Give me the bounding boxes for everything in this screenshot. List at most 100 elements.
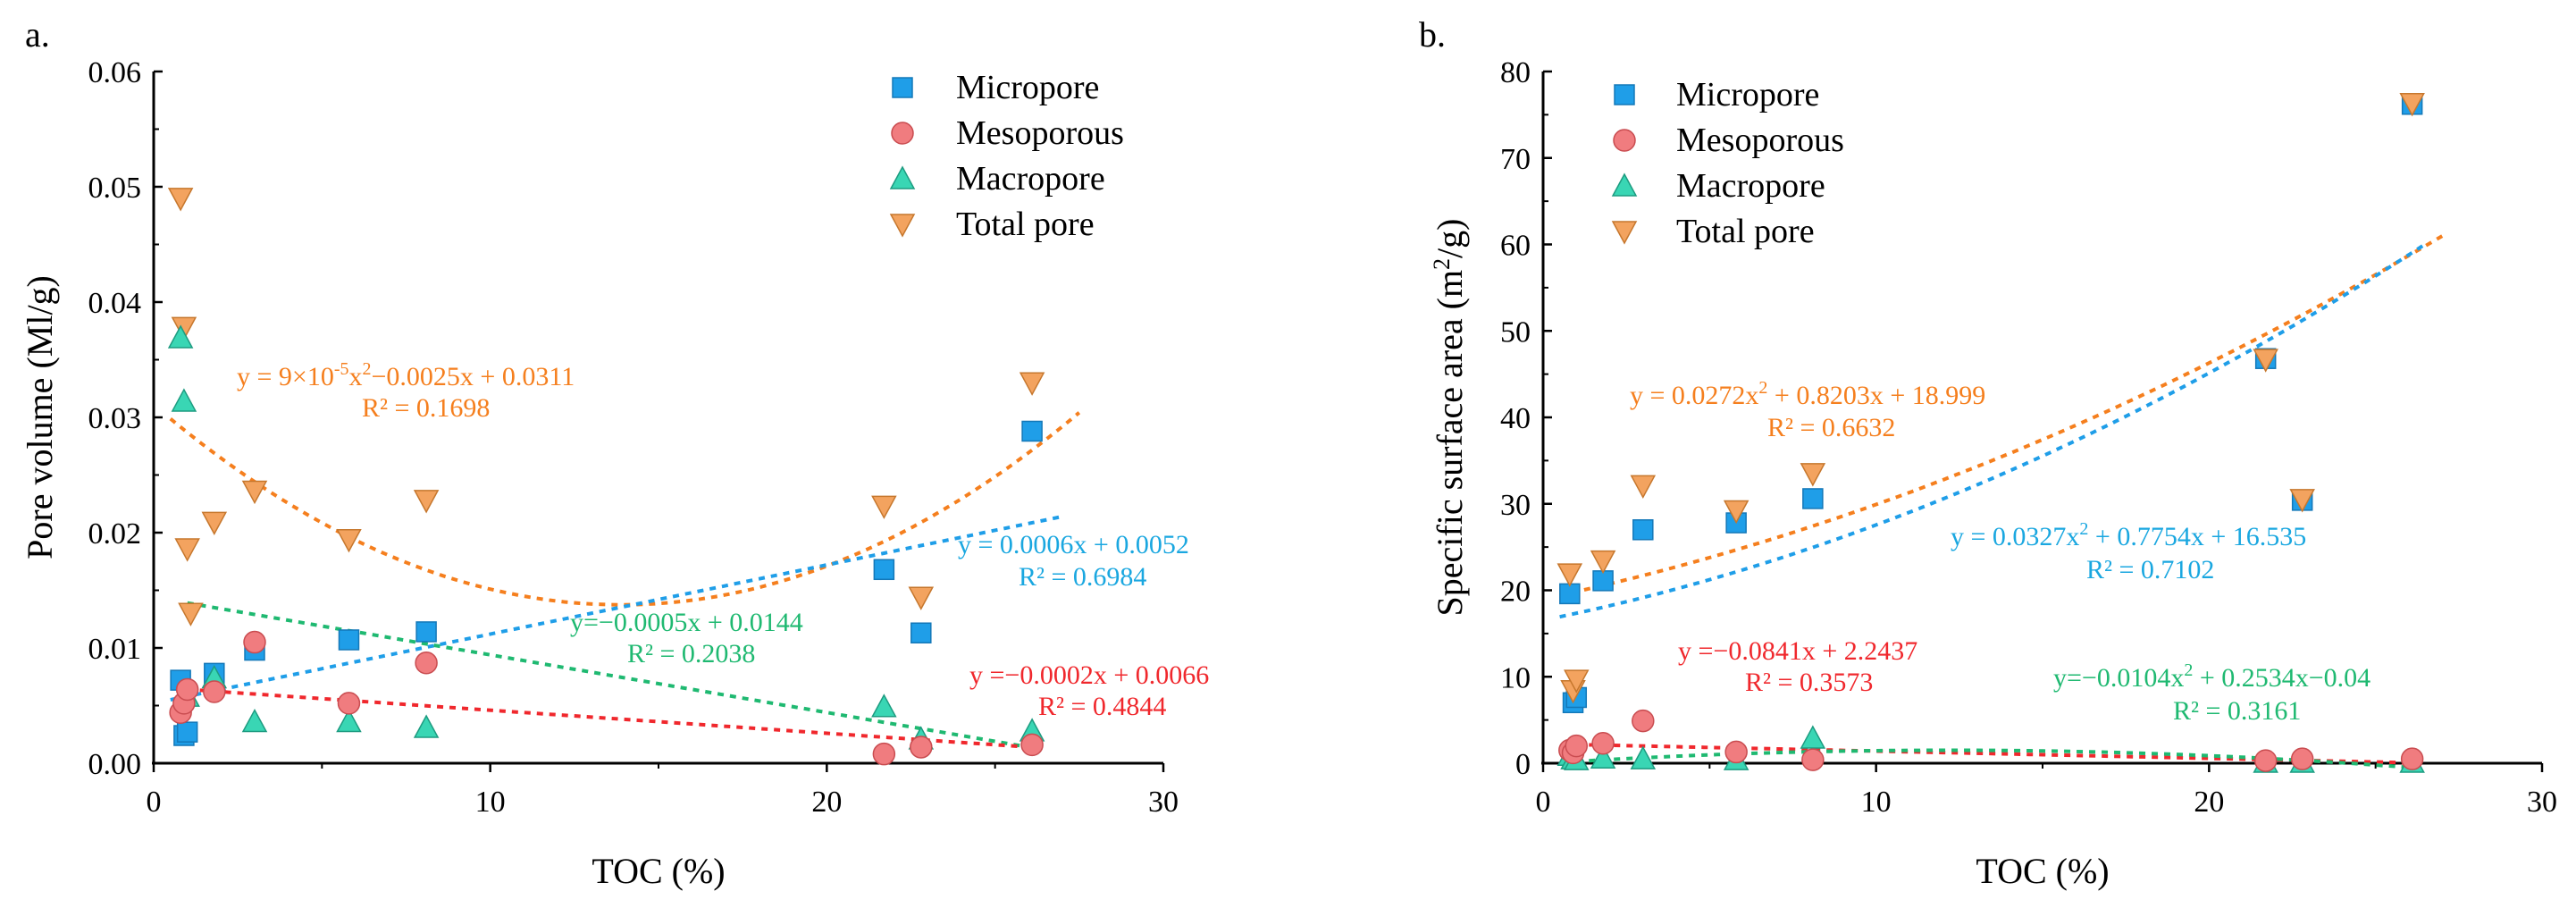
a-point-micropore bbox=[415, 621, 437, 643]
a-point-total-pore bbox=[908, 586, 935, 610]
a-point-mesoporous bbox=[243, 630, 266, 654]
a-point-macropore bbox=[871, 694, 897, 718]
a-point-total-pore bbox=[171, 316, 197, 340]
a-trendline-mesoporous-fit bbox=[187, 687, 1046, 751]
a-point-micropore bbox=[1021, 420, 1043, 442]
a-legend-marker-total-pore bbox=[889, 214, 916, 238]
b-point-mesoporous bbox=[2290, 747, 2314, 770]
a-point-mesoporous bbox=[337, 692, 361, 715]
b-point-micropore bbox=[1802, 488, 1824, 509]
a-point-micropore bbox=[873, 559, 895, 581]
panel-b-eq-meso: y =−0.0841x + 2.2437 R² = 0.3573 bbox=[1678, 636, 1917, 697]
b-legend-marker-macropore bbox=[1611, 172, 1638, 197]
panel-a-legend: Micropore Mesoporous Macropore Total por… bbox=[889, 69, 1124, 243]
svg-text:y = 9×10-5x2−0.0025x + 0.0311: y = 9×10-5x2−0.0025x + 0.0311 bbox=[237, 359, 575, 391]
a-point-micropore bbox=[338, 629, 360, 651]
panel-b-eq-macro-r2: R² = 0.3161 bbox=[2173, 696, 2301, 726]
a-point-macropore bbox=[336, 708, 362, 733]
panel-b-eq-total-part2: + 0.8203x + 18.999 bbox=[1767, 381, 1985, 410]
a-point-macropore bbox=[171, 388, 197, 412]
b-point-total-pore bbox=[1630, 475, 1657, 500]
panel-a-eq-meso-r2: R² = 0.4844 bbox=[1038, 692, 1166, 721]
b-y-tick-label: 80 bbox=[1500, 56, 1531, 89]
b-trendline-mesoporous-fit bbox=[1576, 743, 2426, 765]
svg-text:y = 0.0272x2 + 0.8203x + 18.99: y = 0.0272x2 + 0.8203x + 18.999 bbox=[1630, 378, 1985, 410]
b-legend-marker-mesoporous bbox=[1613, 129, 1636, 152]
b-point-macropore bbox=[1800, 725, 1826, 749]
a-point-macropore bbox=[413, 714, 440, 738]
a-point-mesoporous bbox=[203, 680, 226, 703]
b-point-mesoporous bbox=[1591, 731, 1615, 755]
b-point-total-pore bbox=[1723, 500, 1749, 525]
b-y-tick-label: 70 bbox=[1500, 143, 1531, 176]
a-point-micropore bbox=[176, 721, 198, 743]
a-point-mesoporous bbox=[175, 677, 199, 702]
panel-b-eq-total-part1: y = 0.0272x bbox=[1630, 381, 1758, 410]
b-point-micropore bbox=[1632, 519, 1654, 541]
a-point-total-pore bbox=[167, 188, 194, 212]
panel-b-eq-macro-sup: 2 bbox=[2184, 660, 2193, 680]
b-point-total-pore bbox=[1557, 563, 1583, 587]
panel-b-label: b. bbox=[1419, 14, 1446, 55]
panel-a: a. 0.00 0.01 0.02 0.03 0.04 0.05 0.06 0 10 20 30 T… bbox=[20, 14, 1209, 891]
panel-b-eq-macro-part2: + 0.2534x−0.04 bbox=[2193, 663, 2370, 693]
panel-a-eq-total-r2: R² = 0.1698 bbox=[362, 393, 490, 423]
panel-b-eq-total-sup: 2 bbox=[1758, 378, 1767, 398]
b-y-tick-label: 60 bbox=[1500, 230, 1531, 263]
b-x-tick-label: 0 bbox=[1536, 786, 1551, 819]
a-point-mesoporous bbox=[872, 742, 896, 766]
b-legend-marker-total-pore bbox=[1611, 221, 1638, 245]
a-point-micropore bbox=[910, 622, 932, 643]
panel-b-eq-micro-r2: R² = 0.7102 bbox=[2086, 555, 2214, 584]
panel-a-eq-macro-r2: R² = 0.2038 bbox=[627, 639, 755, 668]
panel-b-eq-total-r2: R² = 0.6632 bbox=[1767, 413, 1895, 442]
b-point-mesoporous bbox=[2253, 749, 2278, 772]
a-x-tick-label: 20 bbox=[811, 786, 842, 819]
b-point-macropore bbox=[1630, 745, 1657, 769]
panel-a-eq-macro: y=−0.0005x + 0.0144 R² = 0.2038 bbox=[570, 608, 803, 668]
b-point-total-pore bbox=[1590, 550, 1616, 575]
svg-text:y = 0.0327x2 + 0.7754x + 16.53: y = 0.0327x2 + 0.7754x + 16.535 bbox=[1951, 519, 2306, 551]
a-point-mesoporous bbox=[910, 736, 933, 759]
panel-a-eq-meso-line: y =−0.0002x + 0.0066 bbox=[969, 660, 1209, 690]
b-y-tick-label: 10 bbox=[1500, 661, 1531, 694]
b-trendline-total-pore-fit bbox=[1559, 234, 2444, 598]
a-point-macropore bbox=[167, 324, 194, 349]
panel-a-legend-micropore: Micropore bbox=[956, 69, 1099, 106]
b-y-tick-label: 0 bbox=[1515, 748, 1531, 781]
panel-a-trendlines bbox=[169, 411, 1081, 751]
panel-b-eq-total: y = 0.0272x2 + 0.8203x + 18.999 R² = 0.6… bbox=[1630, 378, 1985, 442]
a-point-total-pore bbox=[174, 538, 200, 562]
a-point-macropore bbox=[241, 708, 268, 733]
panel-b-eq-macro: y=−0.0104x2 + 0.2534x−0.04 R² = 0.3161 bbox=[2053, 660, 2370, 726]
panel-a-y-title: Pore volume (Ml/g) bbox=[20, 275, 60, 559]
panel-b-eq-micro-part2: + 0.7754x + 16.535 bbox=[2088, 522, 2306, 551]
b-point-mesoporous bbox=[2400, 747, 2424, 770]
panel-b-x-title: TOC (%) bbox=[1976, 851, 2109, 891]
b-point-total-pore bbox=[1800, 463, 1826, 487]
a-point-total-pore bbox=[201, 511, 228, 535]
a-legend-marker-mesoporous bbox=[891, 122, 914, 145]
panel-b-eq-micro-part1: y = 0.0327x bbox=[1951, 522, 2079, 551]
a-point-total-pore bbox=[413, 490, 440, 514]
panel-a-eq-total-sup2: 2 bbox=[363, 359, 372, 379]
panel-a-eq-micro-r2: R² = 0.6984 bbox=[1019, 562, 1146, 592]
a-point-total-pore bbox=[336, 528, 362, 553]
a-legend-marker-macropore bbox=[889, 165, 916, 189]
a-y-tick-label: 0.01 bbox=[88, 633, 142, 666]
b-y-tick-label: 50 bbox=[1500, 315, 1531, 349]
panel-b-ticks: 0 10 20 30 40 50 60 70 80 0 10 20 30 bbox=[1500, 56, 2557, 819]
a-x-tick-label: 10 bbox=[475, 786, 506, 819]
panel-a-eq-total-part3: −0.0025x + 0.0311 bbox=[372, 362, 575, 391]
a-point-total-pore bbox=[871, 495, 897, 519]
b-point-mesoporous bbox=[1801, 748, 1825, 771]
b-point-total-pore bbox=[2289, 489, 2315, 513]
a-x-tick-label: 0 bbox=[147, 786, 162, 819]
panel-a-legend-mesoporous: Mesoporous bbox=[956, 114, 1124, 152]
panel-b-eq-macro-part1: y=−0.0104x bbox=[2053, 663, 2184, 693]
b-x-tick-label: 30 bbox=[2527, 786, 2557, 819]
a-legend-marker-micropore bbox=[892, 77, 913, 98]
a-point-total-pore bbox=[1019, 372, 1045, 396]
panel-b-points bbox=[1557, 93, 2425, 773]
b-point-total-pore bbox=[2399, 93, 2425, 117]
